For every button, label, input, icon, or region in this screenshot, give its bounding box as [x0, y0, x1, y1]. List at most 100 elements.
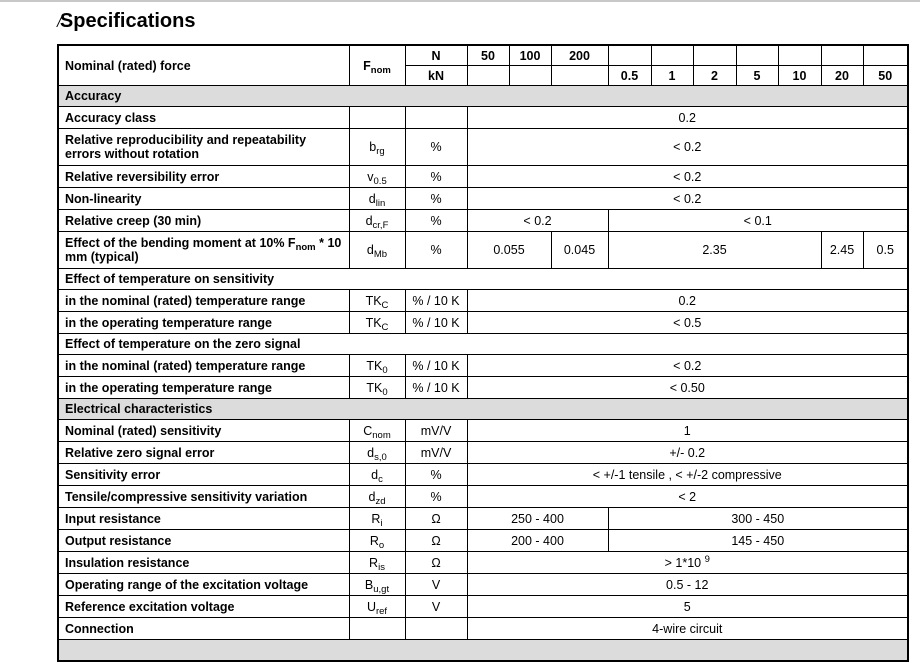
symbol-base: d: [366, 243, 374, 257]
spec-value: < 0.2: [466, 187, 909, 210]
spec-label-text: Non-linearity: [65, 191, 142, 206]
spec-unit: %: [404, 209, 468, 232]
spec-label-text: Accuracy class: [65, 110, 157, 125]
spec-label-text: Operating range of the excitation voltag…: [65, 577, 309, 592]
spec-row: Reference excitation voltage Uref V 5: [57, 595, 909, 618]
spec-label-text: Relative creep (30 min): [65, 213, 202, 228]
spec-symbol: Bu,gt: [348, 573, 406, 596]
spec-label-tail: * 10 mm (typical): [65, 236, 342, 264]
symbol-base: v: [367, 169, 374, 184]
nominal-force-label: Nominal (rated) force: [57, 44, 350, 86]
spec-value: 1: [466, 419, 909, 442]
spec-value: 300 - 450: [607, 507, 909, 530]
symbol-base: b: [369, 140, 377, 154]
spec-value: 0.5 - 12: [466, 573, 909, 596]
spec-value: 0.045: [550, 231, 609, 269]
page-title: /Specifications: [57, 10, 196, 33]
spec-value-text: 145 - 450: [731, 533, 785, 548]
spec-value-exponent: 9: [704, 553, 710, 565]
spec-value: < +/-1 tensile , < +/-2 compressive: [466, 463, 909, 486]
spec-row: Insulation resistance Ris Ω > 1*10 9: [57, 551, 909, 574]
spec-value: < 0.2: [466, 354, 909, 377]
spec-row: in the operating temperature range TKC% /…: [57, 311, 909, 334]
spec-unit: V: [404, 573, 468, 596]
spec-symbol: TKC: [348, 311, 406, 334]
spec-value-text: 300 - 450: [731, 511, 785, 526]
spec-symbol: TKC: [348, 289, 406, 312]
symbol-sub: zd: [375, 495, 386, 507]
spec-value-text: 200 - 400: [511, 533, 564, 548]
spec-row: Relative zero signal error ds,0 mV/V +/- 0.…: [57, 441, 909, 464]
symbol-sub: 0: [382, 386, 388, 398]
spec-row: Relative reproducibility and repeatabili…: [57, 128, 909, 166]
section-label: [57, 639, 909, 662]
spec-value-text: 2.45: [829, 243, 855, 257]
spec-row: in the nominal (rated) temperature range…: [57, 289, 909, 312]
symbol-base: TK: [366, 358, 383, 373]
spec-label: in the operating temperature range: [57, 376, 350, 399]
section-label: Accuracy: [57, 85, 909, 107]
spec-row: Accuracy class 0.2: [57, 106, 909, 129]
spec-value-text: 5: [683, 599, 691, 614]
spec-label: Input resistance: [57, 507, 350, 530]
spec-value-text: > 1*10: [664, 555, 705, 570]
spec-label-sub: nom: [295, 242, 316, 253]
symbol-base: d: [367, 445, 375, 460]
title-text: Specifications: [59, 10, 196, 32]
spec-unit: % / 10 K: [404, 376, 468, 399]
spec-label: Reference excitation voltage: [57, 595, 350, 618]
symbol-base: R: [369, 555, 379, 570]
spec-symbol: [348, 106, 406, 129]
spec-value-text: 0.2: [678, 293, 696, 308]
symbol-base: U: [366, 599, 376, 614]
spec-value-text: 0.2: [678, 110, 696, 125]
spec-label: Relative reproducibility and repeatabili…: [57, 128, 350, 166]
symbol-sub: Mb: [373, 249, 388, 260]
spec-label-text: Insulation resistance: [65, 555, 190, 570]
symbol-base: TK: [365, 315, 382, 330]
title-mark: /: [57, 14, 61, 30]
spec-value: +/- 0.2: [466, 441, 909, 464]
spec-value-text: < 0.2: [523, 213, 552, 228]
spec-value: < 0.5: [466, 311, 909, 334]
spec-unit: %: [404, 463, 468, 486]
spec-value-text: 0.5 - 12: [666, 577, 709, 592]
symbol-base: B: [364, 577, 374, 592]
section-row: Accuracy: [57, 85, 909, 107]
spec-label: Relative zero signal error: [57, 441, 350, 464]
force-value: 5: [735, 65, 779, 86]
spec-row: Input resistance Ri Ω 250 - 400 300 - 450: [57, 507, 909, 530]
force-value: 50: [862, 65, 909, 86]
spec-symbol: dMb: [348, 231, 406, 269]
spec-value-text: 4-wire circuit: [652, 621, 723, 636]
spec-unit: mV/V: [404, 441, 468, 464]
spec-unit: Ω: [404, 529, 468, 552]
spec-value-text: +/- 0.2: [669, 445, 706, 460]
spec-label-text: Effect of the bending moment at 10% F: [65, 236, 296, 250]
spec-value: < 2: [466, 485, 909, 508]
force-value: 10: [777, 65, 822, 86]
symbol-sub: C: [381, 321, 389, 333]
spec-symbol: ds,0: [348, 441, 406, 464]
spec-symbol: v0.5: [348, 165, 406, 188]
specifications-table: Nominal (rated) force Fnom N 50 100 200 …: [57, 44, 909, 662]
symbol-sub: ref: [375, 605, 388, 617]
section-label: Effect of temperature on the zero signal: [57, 333, 909, 355]
spec-unit: Ω: [404, 551, 468, 574]
spec-label: in the nominal (rated) temperature range: [57, 354, 350, 377]
symbol-sub: cr,F: [372, 219, 389, 231]
spec-symbol: Cnom: [348, 419, 406, 442]
section-label: Effect of temperature on sensitivity: [57, 268, 909, 290]
spec-unit: %: [404, 187, 468, 210]
spec-label-text: Relative reversibility error: [65, 169, 220, 184]
spec-row: Tensile/compressive sensitivity variatio…: [57, 485, 909, 508]
spec-unit: mV/V: [404, 419, 468, 442]
symbol-sub: s,0: [374, 451, 387, 463]
force-value: 1: [650, 65, 694, 86]
spec-label: Effect of the bending moment at 10% Fnom…: [57, 231, 350, 269]
spec-row: Output resistance Ro Ω 200 - 400 145 - 450: [57, 529, 909, 552]
subsection-row: Effect of temperature on the zero signal: [57, 333, 909, 355]
spec-value: 4-wire circuit: [466, 617, 909, 640]
spec-value-text: < 0.5: [673, 315, 702, 330]
spec-label-text: Tensile/compressive sensitivity variatio…: [65, 489, 308, 504]
